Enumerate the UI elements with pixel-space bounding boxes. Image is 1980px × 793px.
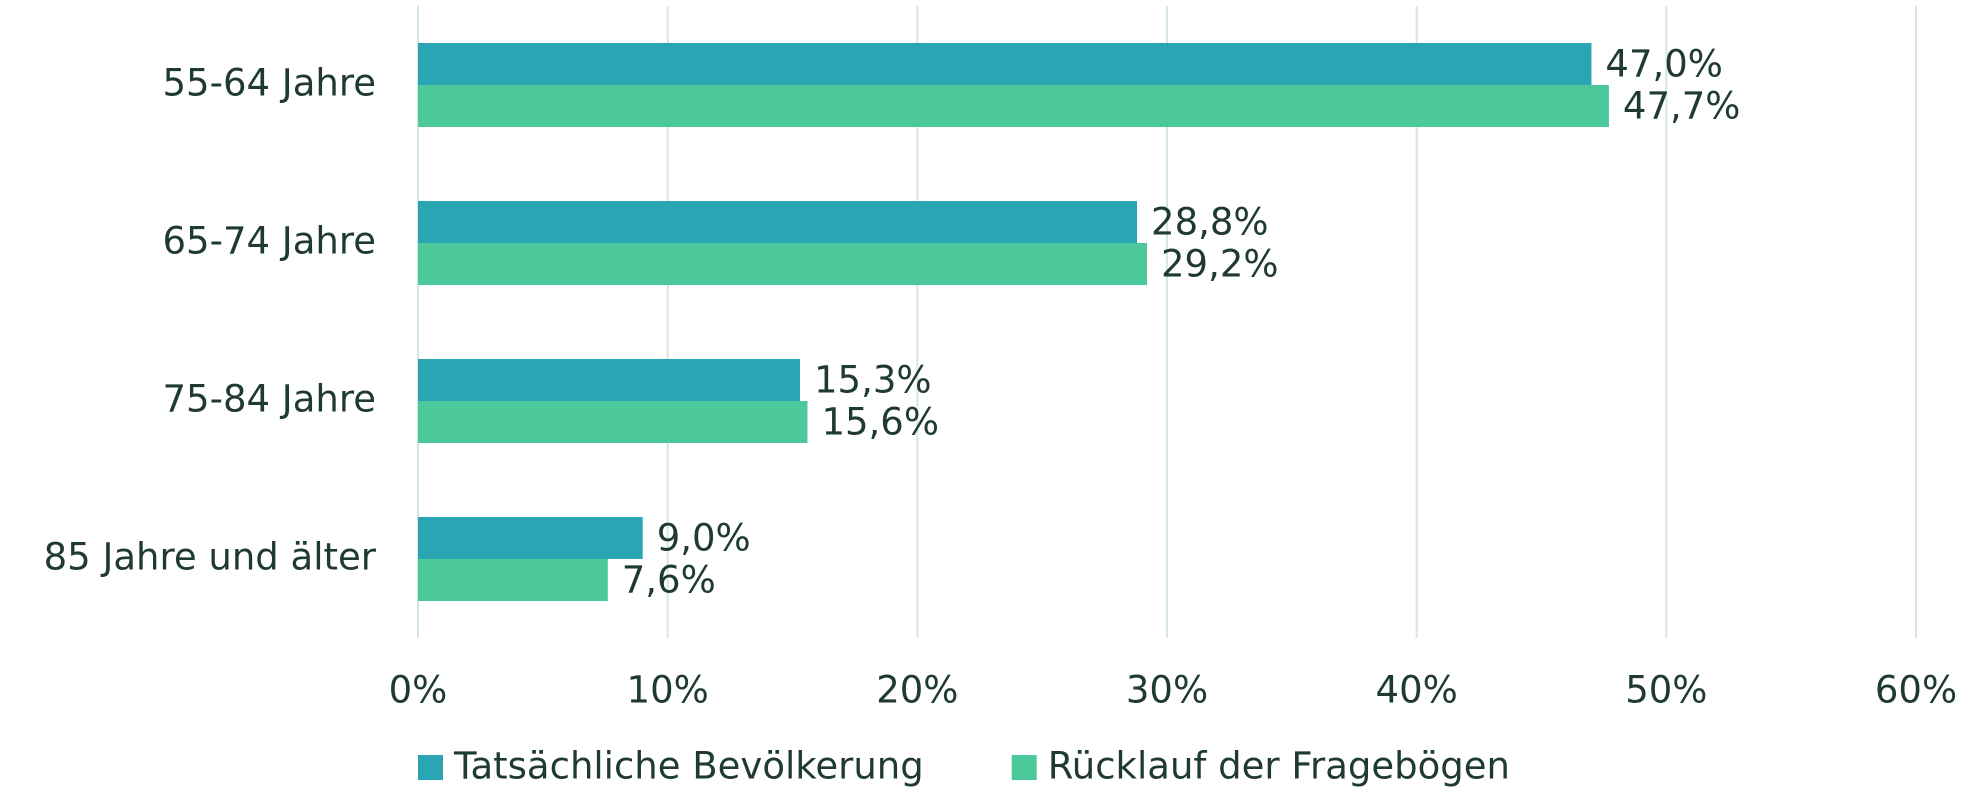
bar	[418, 201, 1138, 243]
y-tick-label: 65-74 Jahre	[163, 220, 376, 263]
data-label: 29,2%	[1161, 243, 1279, 286]
bar	[418, 517, 643, 559]
legend-swatch	[1011, 755, 1037, 780]
data-label: 47,7%	[1623, 85, 1741, 128]
data-label: 7,6%	[622, 559, 716, 602]
bar	[418, 243, 1148, 285]
data-label: 15,6%	[821, 401, 939, 444]
x-tick-label: 60%	[1875, 669, 1957, 712]
data-label: 15,3%	[814, 359, 932, 402]
x-tick-label: 40%	[1376, 669, 1458, 712]
bar	[418, 43, 1592, 85]
x-tick-label: 30%	[1126, 669, 1208, 712]
x-tick-label: 20%	[876, 669, 958, 712]
y-tick-label: 55-64 Jahre	[163, 62, 376, 105]
data-label: 9,0%	[657, 517, 751, 560]
legend-swatch	[418, 755, 443, 780]
bar	[418, 559, 608, 601]
y-tick-label: 85 Jahre und älter	[44, 536, 377, 579]
bar	[418, 359, 800, 401]
x-tick-label: 0%	[389, 669, 448, 712]
legend-label: Rücklauf der Fragebögen	[1048, 745, 1510, 788]
y-tick-label: 75-84 Jahre	[163, 378, 376, 421]
bar	[418, 401, 808, 443]
bar	[418, 85, 1609, 127]
legend-label: Tatsächliche Bevölkerung	[453, 745, 924, 788]
data-label: 28,8%	[1151, 201, 1269, 244]
x-tick-label: 10%	[627, 669, 709, 712]
data-label: 47,0%	[1605, 43, 1723, 86]
x-tick-label: 50%	[1625, 669, 1707, 712]
